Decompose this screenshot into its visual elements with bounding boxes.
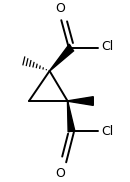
Polygon shape <box>68 97 93 105</box>
Text: O: O <box>55 167 65 180</box>
Text: Cl: Cl <box>101 40 113 53</box>
Polygon shape <box>67 101 75 132</box>
Polygon shape <box>50 44 74 71</box>
Text: Cl: Cl <box>101 125 113 139</box>
Text: O: O <box>55 2 65 15</box>
